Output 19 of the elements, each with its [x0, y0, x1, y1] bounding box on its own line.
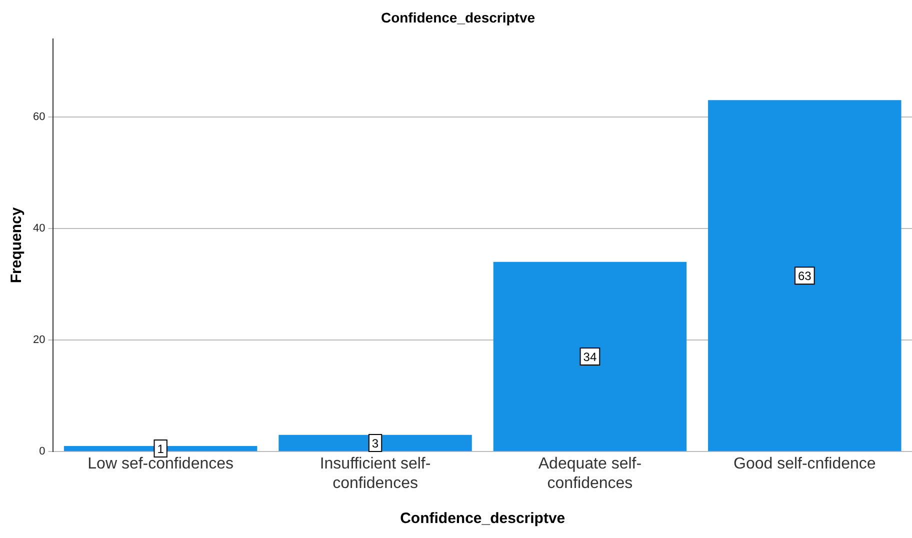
- y-tick-label: 20: [32, 334, 46, 346]
- bar: [493, 262, 687, 452]
- data-label: 63: [798, 268, 812, 283]
- x-tick-label: Adequate self-confidences: [538, 456, 642, 492]
- bar: [708, 100, 902, 452]
- x-axis-title: Confidence_descriptve: [400, 510, 566, 528]
- data-label: 34: [583, 350, 597, 364]
- data-label: 1: [157, 442, 164, 456]
- y-tick-label: 40: [32, 222, 46, 234]
- data-label: 3: [372, 436, 379, 450]
- x-tick-label: Insufficient self-confidences: [320, 456, 431, 492]
- y-tick-label: 0: [39, 446, 46, 458]
- x-tick-label: Low sef-confidences: [88, 456, 234, 473]
- y-axis-title: Frequency: [8, 206, 26, 284]
- chart-title: Confidence_descriptve: [380, 9, 536, 26]
- bar: [64, 446, 258, 452]
- y-tick-label: 60: [32, 110, 46, 123]
- bar: [278, 434, 472, 452]
- x-tick-label: Good self-cnfidence: [734, 456, 876, 473]
